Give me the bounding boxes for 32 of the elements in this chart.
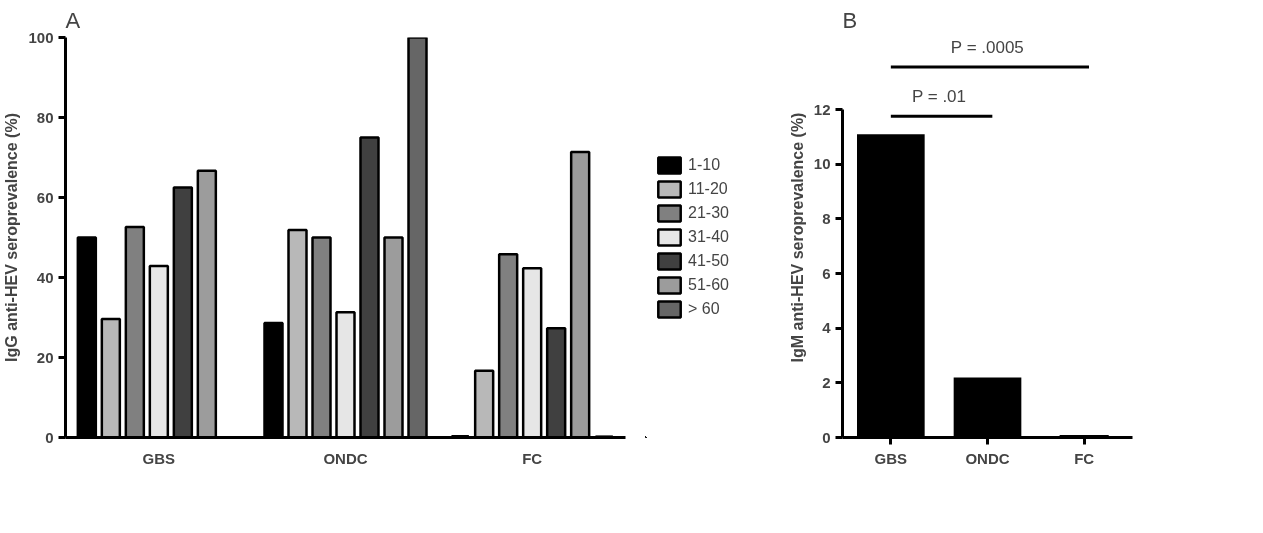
- legend-label: 41-50: [688, 252, 729, 270]
- legend-label: > 60: [688, 300, 720, 318]
- y-tick-label: 10: [813, 155, 831, 173]
- y-tick-label: 0: [45, 428, 54, 446]
- x-tick-label: ONDC: [323, 449, 368, 467]
- x-tick-label: FC: [522, 449, 543, 467]
- legend-label: 11-20: [688, 180, 728, 198]
- x-tick-label: ONDC: [965, 449, 1010, 467]
- y-tick-label: 12: [813, 100, 831, 118]
- text: P = .0005: [950, 38, 1024, 58]
- y-tick-label: 20: [36, 348, 54, 366]
- legend-label: 21-30: [688, 204, 729, 222]
- y-tick-label: 80: [36, 108, 54, 126]
- y-axis-title: IgG anti-HEV seroprevalence (%): [3, 113, 21, 362]
- y-tick-label: 60: [36, 188, 54, 206]
- y-tick-label: 4: [822, 319, 832, 337]
- legend-label: 1-10: [688, 156, 721, 174]
- y-tick-label: 0: [822, 428, 831, 446]
- legend-label: 51-60: [688, 276, 729, 294]
- y-axis-title: IgM anti-HEV seroprevalence (%): [788, 112, 806, 363]
- y-tick-label: 100: [28, 28, 54, 46]
- chart-title: A: [65, 7, 81, 33]
- y-tick-label: 40: [36, 268, 54, 286]
- text: P = .01: [911, 87, 967, 107]
- chart-title: B: [842, 7, 858, 33]
- y-tick-label: 6: [822, 264, 831, 282]
- legend-label: 31-40: [688, 228, 729, 246]
- x-tick-label: GBS: [874, 449, 908, 467]
- x-tick-label: GBS: [142, 449, 176, 467]
- y-tick-label: 8: [822, 209, 831, 227]
- y-tick-label: 2: [822, 373, 831, 391]
- x-tick-label: FC: [1074, 449, 1095, 467]
